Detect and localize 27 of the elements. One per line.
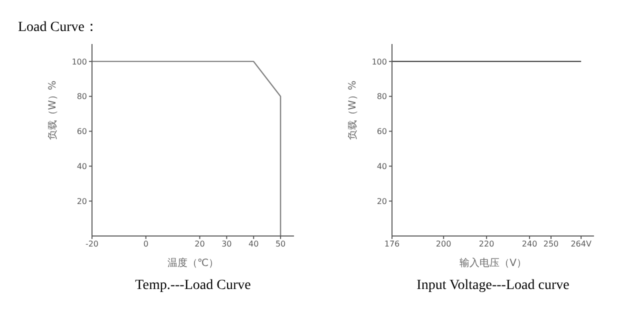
x-tick-label: 250	[543, 240, 559, 249]
x-tick-label: 200	[436, 240, 452, 249]
y-tick-label: 100	[372, 57, 387, 66]
y-tick-label: 80	[76, 92, 87, 102]
y-tick-label: 60	[76, 127, 87, 136]
x-tick-label: 240	[522, 240, 538, 249]
y-tick-label: 80	[376, 92, 387, 102]
x-tick-label: 50	[275, 240, 286, 249]
x-tick-label: 264V	[570, 240, 592, 249]
x-tick-label: 0	[143, 240, 148, 249]
y-tick-label: 40	[376, 162, 387, 172]
x-tick-label: -20	[85, 240, 99, 249]
y-tick-label: 20	[376, 196, 387, 206]
y-tick-label: 60	[376, 127, 387, 136]
x-tick-label: 30	[222, 240, 232, 249]
y-tick-label: 20	[76, 196, 87, 206]
text: Input Voltage---Load curve	[416, 278, 570, 294]
text: Temp.---Load Curve	[134, 278, 252, 294]
x-axis-title: 输入电压（V）	[460, 257, 526, 269]
x-tick-label: 20	[194, 240, 205, 249]
x-axis-title: 温度（℃）	[167, 257, 219, 269]
y-tick-label: 40	[76, 162, 87, 172]
x-tick-label: 220	[478, 240, 494, 249]
y-tick-label: 100	[72, 57, 87, 66]
x-tick-label: 40	[248, 240, 259, 249]
x-tick-label: 176	[384, 240, 400, 249]
text: Load Curve：	[18, 19, 98, 36]
